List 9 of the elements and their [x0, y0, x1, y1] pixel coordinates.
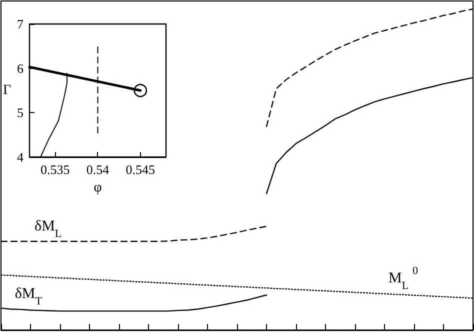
x-tick-label: 0.535	[40, 162, 70, 177]
y-tick-label: 7	[16, 16, 24, 32]
y-axis-title: Γ	[3, 83, 12, 98]
x-tick-label: 0.545	[126, 162, 156, 177]
y-tick-label: 5	[16, 105, 24, 120]
x-axis-title: φ	[94, 180, 102, 196]
y-tick-label: 4	[16, 150, 24, 164]
x-tick-label: 0.54	[86, 162, 110, 177]
y-tick-label: 6	[16, 60, 24, 76]
